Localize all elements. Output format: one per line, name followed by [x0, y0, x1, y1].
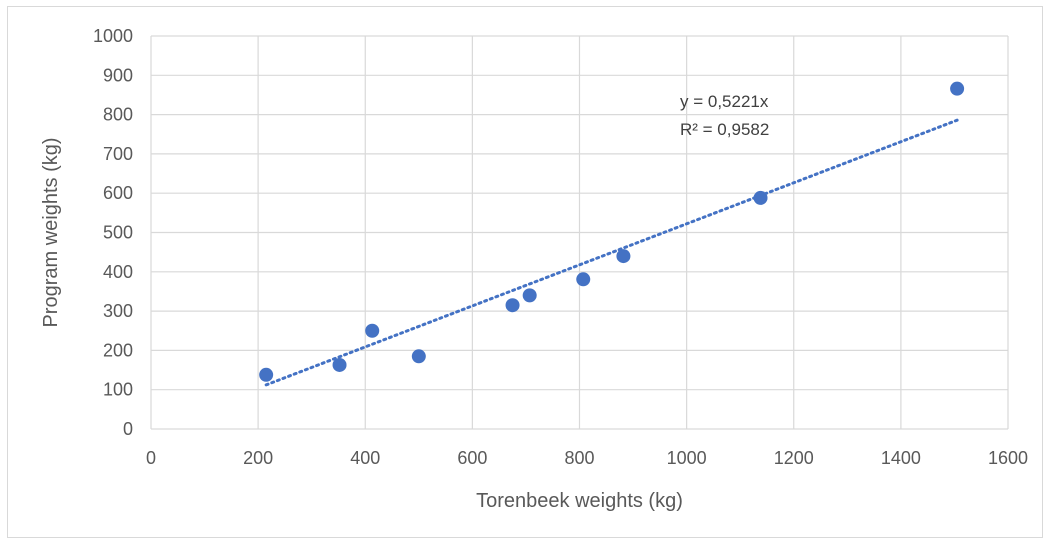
- trendline-r-squared: R² = 0,9582: [680, 120, 769, 139]
- chart-frame: 0 100 200 300 400 500 600 700 800 900 1000 0 200 400 6…: [7, 6, 1043, 538]
- data-point: [753, 190, 768, 205]
- y-tick-label: 700: [103, 144, 133, 164]
- data-point: [259, 367, 274, 382]
- x-tick-label: 1400: [881, 448, 921, 468]
- data-point: [332, 357, 347, 372]
- x-tick-label: 1000: [667, 448, 707, 468]
- y-tick-label: 100: [103, 380, 133, 400]
- y-tick-label: 400: [103, 262, 133, 282]
- x-tick-label: 600: [457, 448, 487, 468]
- y-tick-label: 500: [103, 223, 133, 243]
- data-point: [411, 349, 426, 364]
- data-point: [950, 81, 965, 96]
- data-point: [576, 272, 591, 287]
- y-tick-label: 200: [103, 340, 133, 360]
- x-tick-label: 400: [350, 448, 380, 468]
- data-point: [522, 288, 537, 303]
- x-tick-label: 200: [243, 448, 273, 468]
- scatter-chart: 0 100 200 300 400 500 600 700 800 900 1000 0 200 400 6…: [40, 26, 1028, 512]
- tick-labels: 0 100 200 300 400 500 600 700 800 900 1000 0 200 400 6…: [93, 26, 1028, 468]
- x-tick-label: 0: [146, 448, 156, 468]
- y-tick-label: 0: [123, 419, 133, 439]
- x-tick-label: 800: [564, 448, 594, 468]
- y-tick-label: 900: [103, 65, 133, 85]
- gridlines: [150, 35, 1009, 430]
- x-tick-label: 1600: [988, 448, 1028, 468]
- trendline-group: [264, 118, 959, 387]
- data-point: [505, 298, 520, 313]
- trendline-equation: y = 0,5221x: [680, 92, 769, 111]
- y-tick-label: 300: [103, 301, 133, 321]
- trendline: [264, 118, 959, 387]
- y-tick-label: 800: [103, 105, 133, 125]
- data-point: [365, 323, 380, 338]
- data-point: [616, 249, 631, 264]
- data-points: [259, 81, 965, 382]
- x-axis-title: Torenbeek weights (kg): [476, 490, 683, 512]
- y-tick-label: 600: [103, 183, 133, 203]
- y-axis-title: Program weights (kg): [40, 137, 62, 327]
- x-tick-label: 1200: [774, 448, 814, 468]
- y-tick-label: 1000: [93, 26, 133, 46]
